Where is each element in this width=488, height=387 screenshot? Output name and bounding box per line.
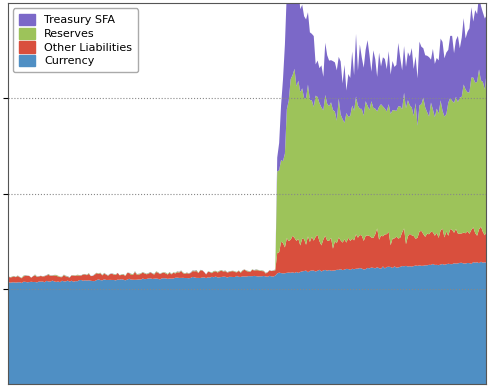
Legend: Treasury SFA, Reserves, Other Liabilities, Currency: Treasury SFA, Reserves, Other Liabilitie… bbox=[13, 9, 138, 72]
